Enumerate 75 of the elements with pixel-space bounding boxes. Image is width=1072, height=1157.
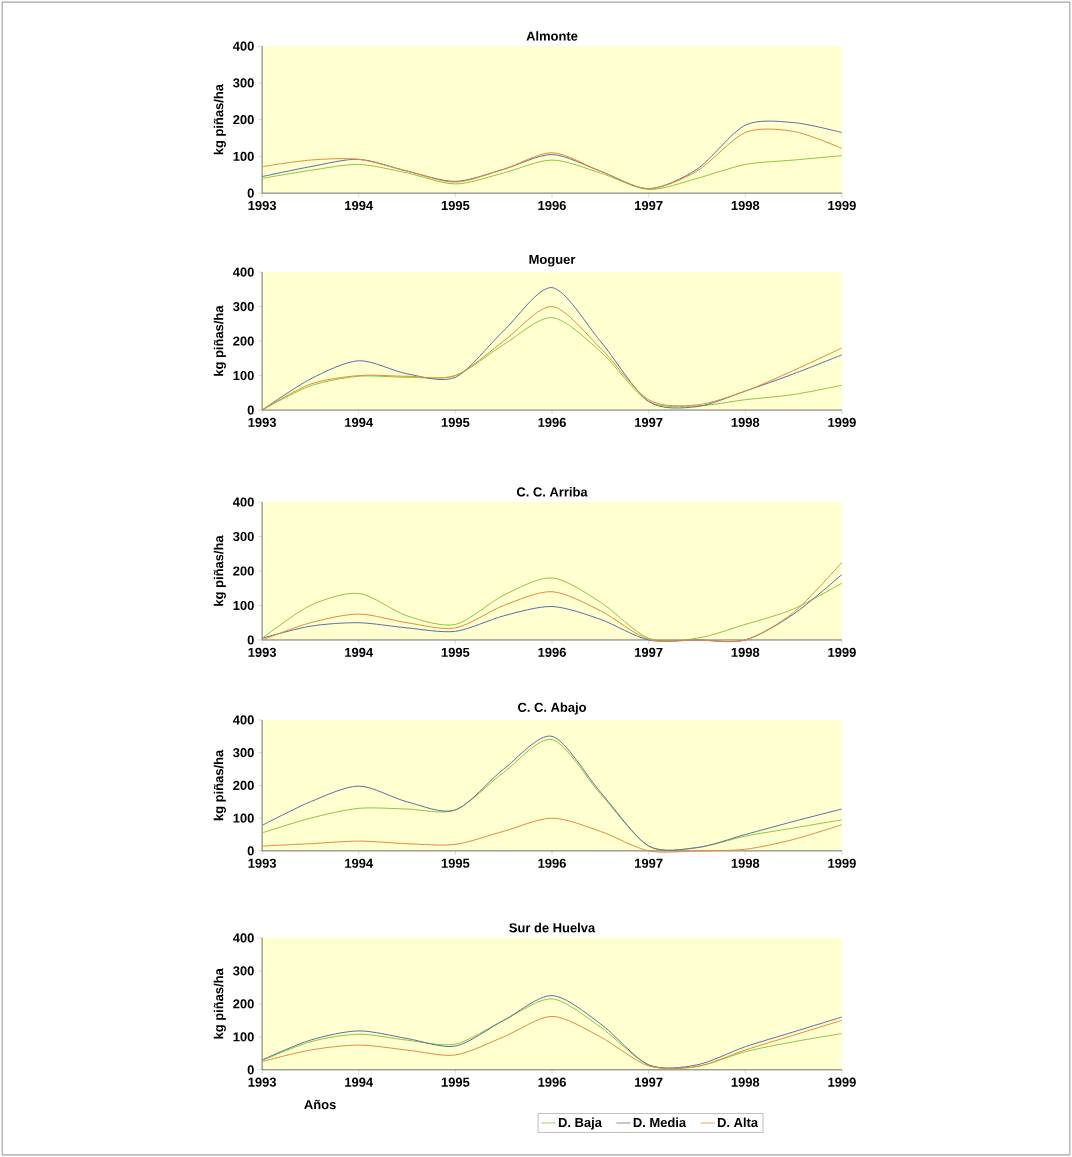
- x-tick-label: 1996: [538, 858, 566, 868]
- x-tick-label: 1998: [731, 647, 760, 657]
- y-tick-label: 300: [233, 302, 254, 312]
- y-tick-label: 0: [247, 846, 254, 856]
- y-tick-label: 100: [233, 151, 254, 161]
- x-tick-label: 1994: [345, 858, 374, 868]
- x-tick-label: 1995: [441, 647, 470, 657]
- x-tick-label: 1997: [635, 858, 663, 868]
- x-tick-label: 1995: [441, 200, 470, 211]
- y-axis-title: kg piñas/ha: [213, 749, 226, 821]
- legend-label: D. Baja: [558, 1117, 602, 1130]
- y-tick-label: 300: [233, 78, 254, 88]
- y-tick-label: 400: [232, 933, 254, 943]
- x-tick-label: 1993: [248, 858, 277, 868]
- x-tick-label: 1999: [828, 1077, 856, 1087]
- y-tick-label: 200: [233, 566, 254, 576]
- x-tick-label: 1994: [345, 1077, 374, 1087]
- y-tick-label: 400: [232, 41, 254, 51]
- y-tick-label: 100: [233, 1032, 254, 1042]
- y-axis-title: kg piñas/ha: [213, 305, 226, 376]
- chart-title: Sur de Huelva: [509, 922, 596, 933]
- y-tick-label: 200: [233, 336, 254, 346]
- x-tick-label: 1999: [828, 200, 856, 211]
- x-tick-label: 1993: [248, 1077, 277, 1087]
- y-tick-label: 400: [232, 267, 254, 277]
- x-tick-label: 1998: [731, 858, 760, 868]
- chart-title: Almonte: [526, 31, 578, 41]
- x-tick-label: 1995: [441, 417, 470, 427]
- y-tick-label: 400: [232, 715, 254, 725]
- y-tick-label: 0: [247, 1065, 254, 1075]
- x-tick-label: 1997: [635, 200, 663, 211]
- y-tick-label: 100: [233, 600, 254, 611]
- x-tick-label: 1993: [248, 200, 277, 211]
- x-tick-label: 1999: [828, 858, 856, 868]
- x-tick-label: 1994: [345, 417, 374, 427]
- x-tick-label: 1994: [345, 647, 374, 657]
- x-tick-label: 1994: [345, 200, 374, 211]
- x-tick-label: 1993: [248, 417, 277, 427]
- y-tick-label: 300: [233, 966, 254, 976]
- chart-title: C. C. Abajo: [518, 702, 587, 715]
- legend-label: D. Media: [633, 1117, 687, 1128]
- y-tick-label: 0: [247, 405, 254, 415]
- y-tick-label: 200: [233, 999, 254, 1009]
- x-tick-label: 1997: [635, 417, 663, 427]
- line-series: [261, 155, 843, 190]
- x-axis-title: Años: [304, 1099, 336, 1110]
- y-axis-title: kg piñas/ha: [213, 83, 226, 155]
- x-tick-label: 1999: [828, 417, 856, 427]
- y-tick-label: 0: [247, 188, 254, 198]
- x-tick-label: 1999: [828, 647, 856, 657]
- y-tick-label: 100: [233, 370, 254, 381]
- x-tick-label: 1993: [248, 647, 277, 657]
- x-tick-label: 1995: [441, 858, 470, 868]
- x-tick-label: 1996: [538, 200, 566, 211]
- y-tick-label: 200: [233, 780, 254, 791]
- x-tick-label: 1997: [635, 647, 663, 657]
- y-tick-label: 100: [233, 813, 254, 823]
- x-tick-label: 1995: [441, 1077, 470, 1087]
- x-tick-label: 1996: [538, 417, 566, 427]
- x-tick-label: 1998: [731, 200, 760, 211]
- y-tick-label: 300: [233, 531, 254, 542]
- x-tick-label: 1997: [635, 1077, 663, 1087]
- chart-title: Moguer: [529, 254, 576, 267]
- y-tick-label: 200: [233, 115, 254, 125]
- legend-label: D. Alta: [717, 1117, 759, 1128]
- x-tick-label: 1996: [538, 647, 566, 657]
- y-axis-title: kg piñas/ha: [213, 535, 226, 606]
- chart-title: C. C. Arriba: [516, 487, 588, 497]
- y-tick-label: 0: [247, 635, 254, 645]
- y-tick-label: 400: [232, 497, 254, 507]
- y-axis-title: kg piñas/ha: [213, 968, 226, 1039]
- x-tick-label: 1998: [731, 1077, 760, 1087]
- x-tick-label: 1996: [538, 1077, 566, 1087]
- y-tick-label: 300: [233, 748, 254, 758]
- x-tick-label: 1998: [731, 417, 760, 427]
